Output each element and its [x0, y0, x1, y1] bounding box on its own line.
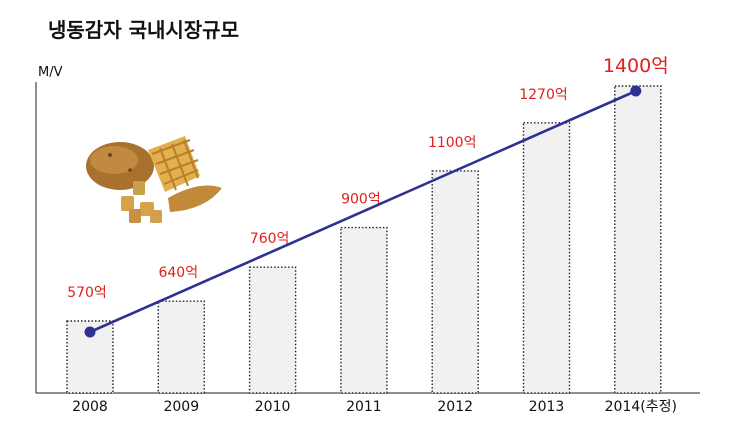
x-tick-2012: 2012 [437, 399, 473, 415]
potato-fries-image [86, 136, 222, 223]
chart-title: 냉동감자 국내시장규모 [48, 18, 239, 42]
bar-2012 [431, 170, 479, 394]
trend-line [89, 89, 637, 334]
value-label-2010: 760억 [250, 231, 290, 247]
bar-2011 [340, 226, 388, 394]
trend-point-2014(추정) [630, 85, 642, 97]
x-tick-2014(추정): 2014(추정) [605, 399, 677, 415]
bar-2014(추정) [614, 85, 662, 394]
x-tick-2013: 2013 [529, 399, 565, 415]
value-label-2012: 1100억 [428, 135, 477, 151]
x-tick-2011: 2011 [346, 399, 382, 415]
x-tick-2009: 2009 [163, 399, 199, 415]
bar-2013 [522, 122, 571, 394]
trend-point-2008 [84, 326, 96, 338]
value-label-2013: 1270억 [519, 87, 568, 103]
value-label-2009: 640억 [158, 265, 198, 281]
y-axis-unit: M/V [38, 65, 63, 80]
x-tick-2008: 2008 [72, 399, 108, 415]
value-label-2014(추정): 1400억 [603, 55, 669, 77]
x-tick-2010: 2010 [255, 399, 291, 415]
value-label-2008: 570억 [67, 285, 107, 301]
value-label-2011: 900억 [341, 192, 381, 208]
bar-2009 [157, 300, 206, 394]
bar-2010 [248, 266, 297, 394]
